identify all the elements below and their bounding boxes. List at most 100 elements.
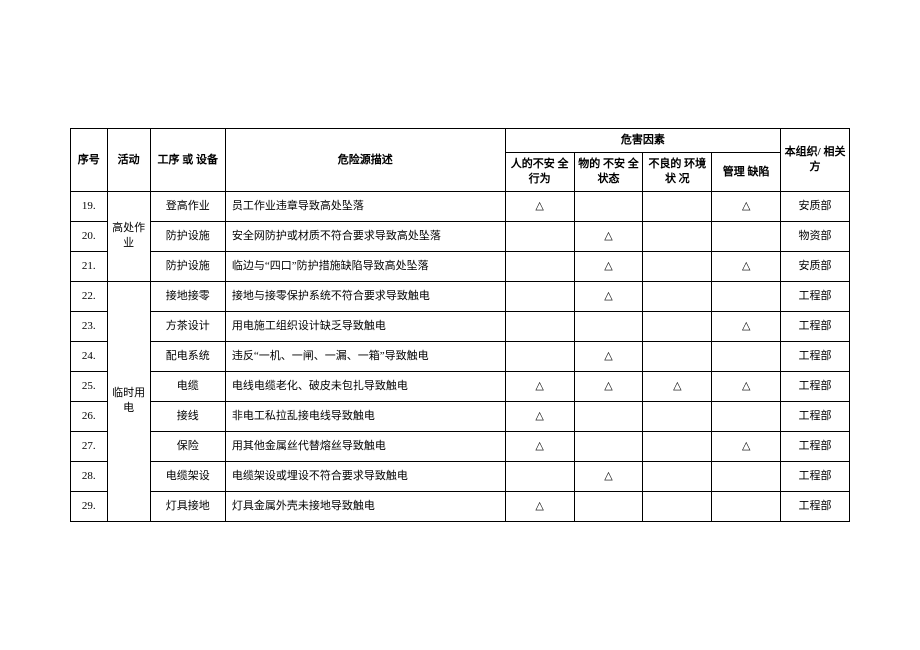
cell-org: 工程部 [781,341,850,371]
table-row: 28. 电缆架设 电缆架设或埋设不符合要求导致触电 △ 工程部 [71,461,850,491]
table-row: 23. 方茶设计 用电施工组织设计缺乏导致触电 △ 工程部 [71,311,850,341]
cell-hf-act: △ [505,491,574,521]
cell-seq: 20. [71,221,108,251]
cell-org: 安质部 [781,191,850,221]
cell-hf-act: △ [505,371,574,401]
cell-org: 工程部 [781,401,850,431]
col-seq: 序号 [71,129,108,192]
cell-seq: 25. [71,371,108,401]
cell-desc: 用电施工组织设计缺乏导致触电 [225,311,505,341]
table-row: 26. 接线 非电工私拉乱接电线导致触电 △ 工程部 [71,401,850,431]
cell-desc: 电线电缆老化、破皮未包扎导致触电 [225,371,505,401]
cell-seq: 22. [71,281,108,311]
cell-desc: 电缆架设或埋设不符合要求导致触电 [225,461,505,491]
cell-hf-obj [574,311,643,341]
table-row: 25. 电缆 电线电缆老化、破皮未包扎导致触电 △ △ △ △ 工程部 [71,371,850,401]
cell-seq: 28. [71,461,108,491]
cell-hf-act [505,251,574,281]
cell-desc: 非电工私拉乱接电线导致触电 [225,401,505,431]
table-header: 序号 活动 工序 或 设备 危险源描述 危害因素 本组织/ 相关方 人的不安 全… [71,129,850,192]
cell-hf-mgmt [712,281,781,311]
cell-proc: 电缆 [150,371,225,401]
cell-desc: 违反“一机、一闸、一漏、一箱”导致触电 [225,341,505,371]
cell-seq: 23. [71,311,108,341]
cell-hf-env [643,401,712,431]
cell-hf-act [505,341,574,371]
cell-org: 工程部 [781,311,850,341]
document-sheet: 序号 活动 工序 或 设备 危险源描述 危害因素 本组织/ 相关方 人的不安 全… [70,128,850,522]
cell-hf-obj: △ [574,221,643,251]
cell-hf-env [643,431,712,461]
cell-hf-obj [574,401,643,431]
cell-hf-mgmt [712,491,781,521]
cell-hf-mgmt: △ [712,431,781,461]
cell-seq: 27. [71,431,108,461]
col-hazard-group: 危害因素 [505,129,780,153]
cell-seq: 21. [71,251,108,281]
cell-hf-mgmt: △ [712,311,781,341]
hazard-table: 序号 活动 工序 或 设备 危险源描述 危害因素 本组织/ 相关方 人的不安 全… [70,128,850,522]
cell-proc: 方茶设计 [150,311,225,341]
cell-desc: 用其他金属丝代替熔丝导致触电 [225,431,505,461]
cell-hf-env [643,341,712,371]
table-row: 21. 防护设施 临边与“四口”防护措施缺陷导致高处坠落 △ △ 安质部 [71,251,850,281]
cell-desc: 安全网防护或材质不符合要求导致高处坠落 [225,221,505,251]
cell-hf-env: △ [643,371,712,401]
table-row: 20. 防护设施 安全网防护或材质不符合要求导致高处坠落 △ 物资部 [71,221,850,251]
cell-proc: 防护设施 [150,221,225,251]
cell-proc: 灯具接地 [150,491,225,521]
col-org: 本组织/ 相关方 [781,129,850,192]
cell-hf-act: △ [505,431,574,461]
cell-hf-obj: △ [574,251,643,281]
cell-hf-env [643,251,712,281]
cell-hf-env [643,281,712,311]
cell-proc: 配电系统 [150,341,225,371]
cell-proc: 电缆架设 [150,461,225,491]
cell-hf-act: △ [505,191,574,221]
cell-hf-obj: △ [574,371,643,401]
cell-org: 工程部 [781,491,850,521]
cell-proc: 接地接零 [150,281,225,311]
cell-hf-act [505,311,574,341]
cell-hf-env [643,491,712,521]
cell-desc: 员工作业违章导致高处坠落 [225,191,505,221]
cell-seq: 24. [71,341,108,371]
cell-seq: 26. [71,401,108,431]
cell-hf-mgmt: △ [712,251,781,281]
col-bad-env: 不良的 环境状 况 [643,153,712,192]
cell-proc: 登高作业 [150,191,225,221]
col-unsafe-act: 人的不安 全行为 [505,153,574,192]
cell-activity-elec: 临时用电 [107,281,150,521]
table-row: 22. 临时用电 接地接零 接地与接零保护系统不符合要求导致触电 △ 工程部 [71,281,850,311]
cell-hf-obj [574,491,643,521]
table-row: 19. 高处作业 登高作业 员工作业违章导致高处坠落 △ △ 安质部 [71,191,850,221]
col-mgmt-def: 管理 缺陷 [712,153,781,192]
cell-hf-env [643,311,712,341]
cell-hf-obj: △ [574,461,643,491]
cell-hf-mgmt [712,221,781,251]
cell-org: 工程部 [781,281,850,311]
col-unsafe-obj: 物的 不安 全状态 [574,153,643,192]
cell-org: 工程部 [781,431,850,461]
cell-hf-mgmt: △ [712,371,781,401]
cell-desc: 接地与接零保护系统不符合要求导致触电 [225,281,505,311]
table-row: 27. 保险 用其他金属丝代替熔丝导致触电 △ △ 工程部 [71,431,850,461]
table-row: 29. 灯具接地 灯具金属外壳未接地导致触电 △ 工程部 [71,491,850,521]
cell-seq: 29. [71,491,108,521]
col-process: 工序 或 设备 [150,129,225,192]
col-activity: 活动 [107,129,150,192]
table-body: 19. 高处作业 登高作业 员工作业违章导致高处坠落 △ △ 安质部 20. 防… [71,191,850,521]
cell-seq: 19. [71,191,108,221]
cell-org: 安质部 [781,251,850,281]
cell-hf-obj: △ [574,281,643,311]
cell-org: 物资部 [781,221,850,251]
cell-hf-act [505,461,574,491]
cell-proc: 接线 [150,401,225,431]
cell-hf-env [643,191,712,221]
cell-hf-mgmt [712,461,781,491]
cell-hf-obj [574,191,643,221]
cell-hf-env [643,461,712,491]
cell-proc: 保险 [150,431,225,461]
cell-hf-env [643,221,712,251]
cell-hf-obj: △ [574,341,643,371]
